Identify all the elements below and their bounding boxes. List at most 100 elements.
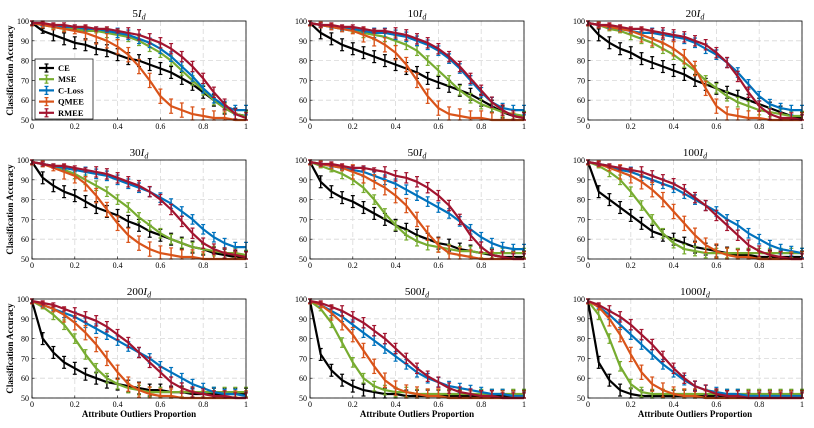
- y-tick-label: 100: [17, 17, 29, 26]
- x-tick-label: 1: [244, 261, 248, 270]
- series-rmee: [30, 159, 248, 260]
- panel-9: 0 0.2 0.4 0.6 0.8 1 50 60 70 80 90 100 1000Id Attribu…: [573, 286, 804, 419]
- y-tick-label: 100: [573, 295, 585, 304]
- y-tick-label: 50: [577, 394, 585, 403]
- panel-title-symbol: I: [701, 286, 707, 298]
- y-tick-label: 80: [21, 335, 29, 344]
- panel-title-number: 100: [683, 147, 700, 159]
- x-axis-label: Attribute Outliers Proportion: [82, 409, 196, 419]
- panel-title-number: 20: [686, 8, 698, 20]
- y-tick-label: 60: [21, 96, 29, 105]
- panel-4: 0 0.2 0.4 0.6 0.8 1 50 60 70 80 90 100 30Id Classific…: [5, 147, 248, 270]
- y-tick-label: 80: [299, 335, 307, 344]
- panel-2: 0 0.2 0.4 0.6 0.8 1 50 60 70 80 90 100 10Id: [295, 8, 526, 131]
- x-tick-label: 0.6: [155, 400, 165, 409]
- x-tick-label: 0.4: [391, 122, 401, 131]
- panel-title-symbol: I: [137, 8, 143, 20]
- panel-title: 30Id: [130, 147, 150, 161]
- x-tick-label: 0.8: [476, 261, 486, 270]
- x-tick-label: 0: [586, 122, 590, 131]
- x-tick-label: 0.4: [669, 122, 679, 131]
- x-axis-label: Attribute Outliers Proportion: [360, 409, 474, 419]
- x-tick-label: 0: [586, 261, 590, 270]
- y-tick-label: 80: [299, 196, 307, 205]
- panel-title-number: 5: [132, 8, 138, 20]
- x-tick-label: 0.4: [669, 261, 679, 270]
- panel-title: 500Id: [405, 286, 430, 300]
- panel-title: 10Id: [408, 8, 428, 22]
- panel-title-symbol: I: [418, 147, 424, 159]
- y-tick-label: 50: [21, 255, 29, 264]
- panel-title-subscript: d: [422, 152, 427, 161]
- panel-title-symbol: I: [698, 147, 704, 159]
- y-tick-label: 70: [21, 354, 29, 363]
- panel-1: 0 0.2 0.4 0.6 0.8 1 50 60 70 80 90 100 5Id Classifica…: [5, 8, 248, 131]
- x-tick-label: 1: [800, 261, 804, 270]
- axes-box: [309, 298, 525, 399]
- x-tick-label: 0.6: [433, 261, 443, 270]
- panel-title-symbol: I: [140, 147, 146, 159]
- panel-title-number: 50: [408, 147, 420, 159]
- x-tick-label: 0: [308, 261, 312, 270]
- y-tick-label: 100: [295, 156, 307, 165]
- axes-box: [31, 159, 247, 260]
- y-tick-label: 90: [577, 176, 585, 185]
- x-tick-label: 0.2: [348, 261, 358, 270]
- y-tick-label: 50: [577, 255, 585, 264]
- y-tick-label: 70: [21, 215, 29, 224]
- x-tick-label: 0.4: [113, 122, 123, 131]
- x-tick-label: 0.2: [626, 122, 636, 131]
- y-tick-label: 60: [21, 235, 29, 244]
- x-tick-label: 0: [308, 400, 312, 409]
- panel-8: 0 0.2 0.4 0.6 0.8 1 50 60 70 80 90 100 500Id Attribut…: [295, 286, 526, 419]
- y-tick-label: 60: [21, 374, 29, 383]
- panel-3: 0 0.2 0.4 0.6 0.8 1 50 60 70 80 90 100 20Id: [573, 8, 804, 131]
- y-tick-label: 90: [577, 315, 585, 324]
- panel-title: 100Id: [683, 147, 708, 161]
- x-tick-label: 0.6: [155, 122, 165, 131]
- x-tick-label: 0.4: [113, 261, 123, 270]
- y-tick-label: 100: [17, 295, 29, 304]
- panel-title: 20Id: [686, 8, 706, 22]
- series-line: [587, 22, 803, 120]
- x-tick-label: 0.2: [348, 400, 358, 409]
- panel-title-symbol: I: [142, 286, 148, 298]
- y-tick-label: 80: [577, 335, 585, 344]
- axes-box: [309, 20, 525, 121]
- x-tick-label: 1: [522, 122, 526, 131]
- x-tick-label: 0.4: [113, 400, 123, 409]
- y-tick-label: 60: [299, 235, 307, 244]
- y-tick-label: 70: [577, 354, 585, 363]
- y-tick-label: 50: [21, 116, 29, 125]
- series-line: [309, 21, 524, 122]
- y-tick-label: 60: [299, 374, 307, 383]
- y-axis-label: Classification Accuracy: [5, 164, 15, 255]
- y-tick-label: 60: [577, 96, 585, 105]
- axes-box: [309, 159, 525, 260]
- panel-title-number: 1000: [680, 286, 703, 298]
- panel-title-number: 200: [127, 286, 144, 298]
- x-tick-label: 0: [30, 400, 34, 409]
- series-line: [31, 161, 246, 259]
- y-tick-label: 90: [21, 176, 29, 185]
- x-tick-label: 0.8: [754, 122, 764, 131]
- y-tick-label: 70: [577, 215, 585, 224]
- series-rmee: [586, 20, 804, 122]
- y-tick-label: 80: [21, 196, 29, 205]
- panel-title-subscript: d: [703, 152, 708, 161]
- series-line: [587, 21, 802, 122]
- series-line: [309, 22, 525, 120]
- x-tick-label: 0.6: [155, 261, 165, 270]
- y-tick-label: 100: [295, 17, 307, 26]
- panel-title: 5Id: [132, 8, 146, 22]
- panel-title-symbol: I: [420, 286, 426, 298]
- axes-box: [31, 20, 247, 121]
- x-tick-label: 0.2: [70, 400, 80, 409]
- legend-label-mse: MSE: [58, 74, 77, 84]
- panel-title-subscript: d: [425, 291, 430, 300]
- y-tick-label: 100: [17, 156, 29, 165]
- x-tick-label: 0.8: [754, 400, 764, 409]
- y-tick-label: 80: [299, 57, 307, 66]
